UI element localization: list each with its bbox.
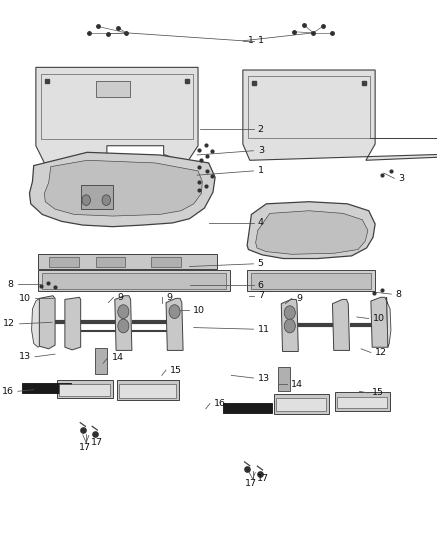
Polygon shape [115, 296, 132, 350]
Text: 17: 17 [91, 438, 102, 447]
Polygon shape [166, 298, 183, 350]
Bar [22, 383, 71, 393]
Bar [337, 397, 387, 408]
Text: 9: 9 [296, 294, 302, 303]
Text: 12: 12 [375, 348, 387, 357]
Text: 15: 15 [170, 366, 182, 375]
Text: 16: 16 [214, 399, 226, 408]
Text: 4: 4 [258, 219, 264, 228]
Polygon shape [387, 297, 391, 347]
Text: 8: 8 [396, 289, 402, 298]
Bar [49, 257, 78, 266]
Bar [117, 380, 179, 400]
Text: 8: 8 [8, 279, 14, 288]
Bar [278, 367, 290, 391]
Bar [119, 384, 176, 398]
Polygon shape [39, 296, 55, 349]
Text: 3: 3 [258, 146, 264, 155]
Bar [276, 398, 326, 411]
Bar [223, 403, 272, 413]
Text: 13: 13 [258, 374, 270, 383]
Text: 1: 1 [258, 166, 264, 175]
Text: 14: 14 [291, 380, 303, 389]
Bar [95, 80, 130, 96]
Polygon shape [44, 160, 202, 216]
Text: 17: 17 [257, 474, 269, 483]
Polygon shape [36, 67, 198, 163]
Bar [38, 270, 230, 292]
Bar [151, 257, 181, 266]
Polygon shape [256, 211, 368, 254]
Bar [247, 270, 375, 292]
Polygon shape [371, 297, 388, 347]
Circle shape [82, 195, 91, 205]
Polygon shape [29, 152, 215, 227]
Polygon shape [332, 300, 350, 350]
Bar [57, 379, 113, 398]
Circle shape [284, 306, 295, 320]
Text: 17: 17 [79, 442, 91, 451]
Polygon shape [281, 300, 298, 351]
Bar [251, 273, 371, 289]
Circle shape [118, 305, 129, 319]
Circle shape [284, 319, 295, 333]
Text: 9: 9 [166, 293, 172, 302]
Circle shape [118, 319, 129, 333]
Text: 10: 10 [193, 305, 205, 314]
Text: 15: 15 [372, 389, 384, 398]
Text: 10: 10 [373, 314, 385, 323]
Polygon shape [32, 298, 39, 347]
Text: 9: 9 [118, 293, 124, 302]
Bar [38, 254, 217, 269]
Text: 3: 3 [399, 174, 405, 183]
Bar [95, 257, 125, 266]
Circle shape [169, 305, 180, 319]
Bar [274, 394, 329, 414]
Text: 14: 14 [112, 353, 124, 362]
Text: 10: 10 [19, 294, 31, 303]
Text: 12: 12 [4, 319, 15, 328]
Bar [95, 348, 107, 374]
Bar [81, 185, 113, 209]
Text: 1: 1 [248, 36, 254, 45]
Text: 7: 7 [258, 291, 264, 300]
Polygon shape [243, 70, 438, 160]
Text: 5: 5 [258, 260, 264, 268]
Text: 2: 2 [258, 125, 264, 134]
Bar [335, 392, 390, 411]
Circle shape [102, 195, 110, 205]
Text: 11: 11 [258, 325, 270, 334]
Text: 16: 16 [2, 387, 14, 396]
Polygon shape [247, 201, 375, 259]
Bar [59, 384, 110, 395]
Text: 13: 13 [19, 352, 31, 361]
Text: 6: 6 [258, 280, 264, 289]
Text: 17: 17 [245, 479, 258, 488]
Text: 1: 1 [258, 36, 264, 45]
Polygon shape [65, 297, 81, 350]
Bar [42, 273, 226, 289]
